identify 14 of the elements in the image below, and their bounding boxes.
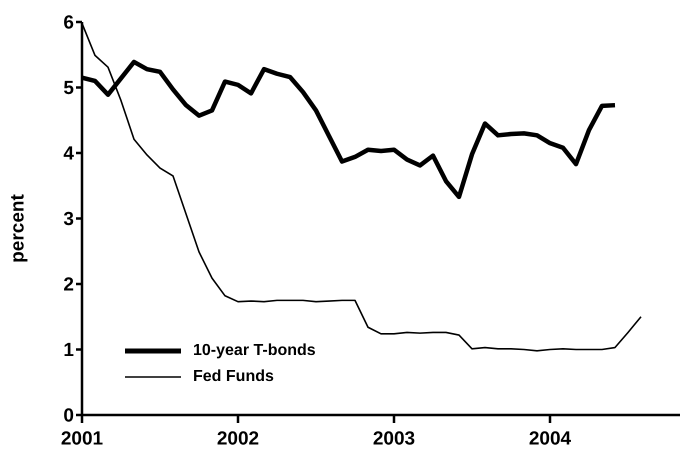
y-tick-label: 6 [63, 12, 74, 34]
x-tick-label: 2001 [60, 428, 104, 450]
y-tick-label: 3 [63, 209, 74, 230]
y-tick-label: 1 [63, 340, 74, 362]
legend-label: Fed Funds [193, 368, 274, 386]
y-tick-label: 5 [63, 78, 74, 100]
legend-label: 10-year T-bonds [193, 342, 316, 360]
y-tick-label: 2 [63, 274, 74, 296]
y-axis-title: percent [8, 194, 29, 263]
y-tick-label: 0 [63, 406, 74, 427]
y-tick-label: 4 [63, 144, 74, 165]
x-tick-label: 2004 [528, 428, 572, 450]
x-tick-label: 2003 [372, 428, 416, 450]
x-tick-label: 2002 [216, 428, 260, 450]
